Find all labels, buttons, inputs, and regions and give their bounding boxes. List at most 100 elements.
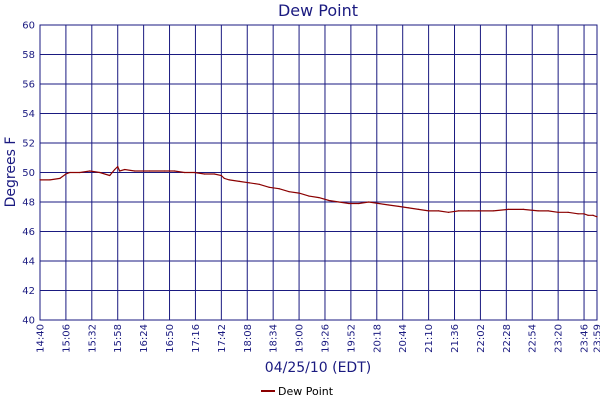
data-point — [522, 208, 524, 210]
data-point — [268, 186, 270, 188]
x-tick-label: 16:24 — [139, 324, 150, 353]
x-tick-label: 20:18 — [372, 324, 383, 353]
data-point — [398, 205, 400, 208]
data-point — [149, 170, 151, 172]
x-tick-label: 17:16 — [191, 324, 202, 353]
data-point — [124, 168, 126, 171]
data-point — [537, 210, 539, 212]
data-point — [408, 207, 410, 209]
data-point — [223, 177, 225, 179]
legend-label-dew-point: Dew Point — [278, 385, 334, 398]
data-point — [288, 191, 290, 193]
data-point — [59, 177, 61, 179]
x-tick-label: 18:34 — [269, 324, 280, 353]
data-point — [278, 188, 280, 190]
y-tick-label: 52 — [22, 139, 35, 150]
x-tick-label: 22:02 — [476, 324, 487, 353]
data-point — [378, 202, 380, 205]
y-tick-label: 46 — [22, 227, 35, 238]
data-point — [467, 210, 470, 212]
y-tick-label: 60 — [22, 21, 35, 32]
y-tick-label: 54 — [22, 109, 35, 120]
data-point — [428, 210, 430, 212]
data-point — [114, 168, 116, 171]
data-point — [358, 202, 360, 205]
y-axis-ticks: 40 42 44 46 48 50 52 54 56 58 60 — [22, 21, 35, 327]
data-point — [203, 173, 206, 175]
y-tick-label: 44 — [22, 257, 35, 268]
data-point — [477, 210, 480, 212]
y-tick-label: 40 — [22, 316, 35, 327]
x-tick-label: 19:26 — [320, 324, 331, 353]
x-tick-label: 19:00 — [295, 324, 306, 353]
data-point — [238, 180, 240, 182]
data-point — [109, 174, 111, 177]
y-tick-label: 50 — [22, 168, 35, 179]
data-point — [447, 211, 450, 213]
x-tick-label: 15:06 — [61, 324, 72, 353]
series-line-dew-point — [40, 165, 598, 218]
y-axis-label: Degrees F — [3, 137, 19, 208]
data-point — [592, 214, 594, 216]
data-point — [547, 210, 549, 212]
data-point — [183, 171, 186, 174]
x-tick-label: 23:46 — [580, 324, 591, 353]
x-tick-label: 23:20 — [554, 324, 565, 353]
data-point — [193, 171, 196, 174]
data-point — [583, 213, 585, 215]
data-point — [163, 170, 166, 172]
data-point — [228, 179, 230, 181]
data-point — [492, 210, 494, 212]
data-point — [298, 192, 300, 194]
data-point — [99, 171, 101, 174]
data-point — [596, 216, 598, 218]
x-tick-label: 16:50 — [165, 324, 176, 353]
data-point — [577, 213, 579, 215]
data-point — [567, 211, 569, 213]
data-point — [338, 201, 340, 203]
x-tick-label: 21:10 — [424, 324, 435, 353]
data-point — [119, 170, 121, 172]
y-tick-label: 58 — [22, 50, 35, 61]
x-tick-label: 17:42 — [217, 324, 228, 353]
y-tick-label: 56 — [22, 80, 35, 91]
data-point — [173, 170, 176, 172]
x-tick-label: 21:36 — [450, 324, 461, 353]
data-point — [457, 210, 460, 212]
data-point — [39, 179, 41, 181]
plot-frame — [39, 24, 598, 321]
x-tick-label: 19:52 — [346, 324, 357, 353]
data-point — [328, 199, 330, 202]
data-point — [65, 173, 67, 175]
x-tick-label: 15:58 — [113, 324, 124, 353]
x-tick-label: 23:59 — [593, 324, 600, 353]
data-point — [117, 166, 119, 168]
data-point — [418, 208, 420, 210]
grid-lines — [39, 24, 598, 321]
data-point — [69, 171, 71, 174]
x-axis-label: 04/25/10 (EDT) — [265, 360, 371, 376]
x-tick-label: 15:32 — [87, 324, 98, 353]
y-tick-label: 48 — [22, 198, 35, 209]
y-tick-label: 42 — [22, 286, 35, 297]
data-point — [134, 170, 136, 172]
data-point — [79, 171, 81, 174]
x-tick-label: 18:08 — [243, 324, 254, 353]
data-point — [368, 201, 370, 203]
data-point — [248, 182, 250, 184]
data-point — [437, 210, 440, 212]
data-point — [348, 202, 350, 205]
data-point — [587, 214, 589, 216]
data-point — [49, 179, 51, 181]
data-point — [220, 174, 222, 177]
data-point — [388, 204, 390, 206]
x-tick-label: 22:54 — [528, 324, 539, 353]
data-point — [308, 195, 310, 197]
legend: Dew Point — [261, 385, 334, 398]
x-axis-ticks: 14:40 15:06 15:32 15:58 16:24 16:50 17:16 17:42… — [36, 324, 600, 353]
data-point — [213, 173, 215, 175]
x-tick-label: 20:44 — [398, 324, 409, 353]
chart-title: Dew Point — [278, 1, 358, 20]
